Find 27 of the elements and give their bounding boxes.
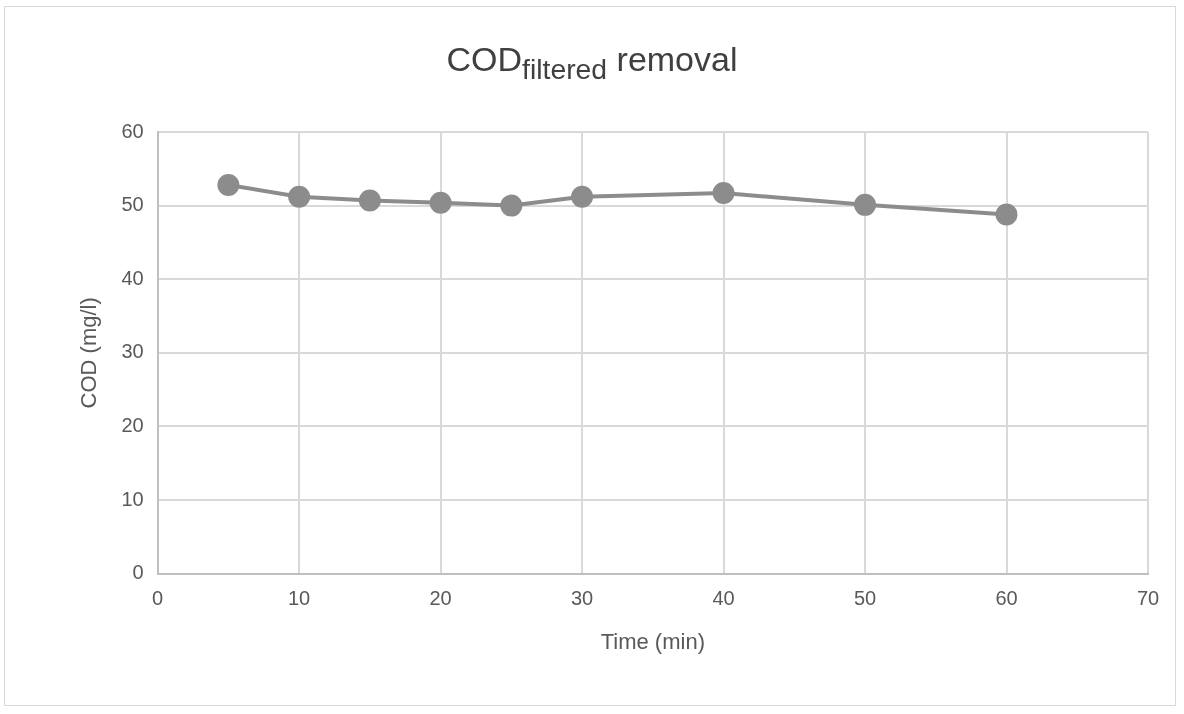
x-tick-label: 50	[853, 587, 877, 610]
point	[571, 185, 594, 208]
x-axis-title: Time (min)	[600, 628, 705, 654]
point	[712, 182, 735, 205]
y-tick-label: 60	[121, 119, 144, 142]
x-tick-label: 60	[995, 587, 1018, 610]
point	[854, 193, 877, 216]
y-axis-title: COD (mg/l)	[76, 297, 102, 409]
point	[358, 189, 381, 212]
y-tick-label: 20	[121, 413, 144, 436]
x-tick-label: 0	[152, 587, 164, 610]
x-tick-label: 10	[288, 587, 311, 610]
point	[288, 185, 311, 208]
y-tick-label: 50	[121, 193, 144, 216]
x-tick-label: 20	[429, 587, 452, 610]
point	[995, 203, 1018, 226]
y-tick-label: 30	[121, 340, 144, 363]
x-tick-label: 70	[1136, 587, 1160, 610]
point	[429, 191, 452, 214]
y-tick-label: 40	[121, 266, 144, 289]
point	[217, 173, 240, 196]
x-tick-label: 30	[570, 587, 594, 610]
point	[500, 194, 523, 217]
x-tick-label: 40	[712, 587, 735, 610]
chart-title: COD$_{filtered}$ removal	[445, 40, 739, 86]
y-tick-label: 0	[132, 561, 144, 584]
y-tick-label: 10	[121, 487, 144, 510]
